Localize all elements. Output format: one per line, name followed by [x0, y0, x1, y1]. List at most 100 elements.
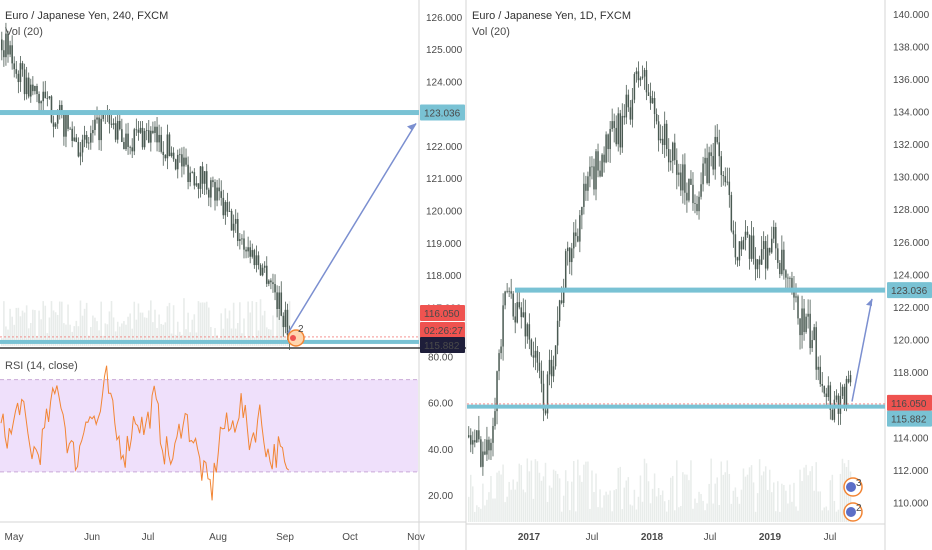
right-price-candle: [597, 151, 599, 171]
left-price-candle: [19, 63, 22, 83]
right-volume-bar: [484, 505, 486, 522]
right-volume-bar: [587, 461, 589, 522]
left-volume-bar: [276, 307, 278, 346]
right-volume-bar: [773, 482, 775, 522]
right-volume-bar: [835, 511, 838, 522]
left-price-candle: [9, 45, 11, 55]
right-volume-bar: [522, 489, 525, 522]
right-volume-bar: [548, 485, 551, 522]
left-price-candle: [239, 239, 241, 241]
left-volume-bar: [131, 328, 134, 346]
right-volume-bar: [599, 489, 601, 522]
right-volume-bar: [488, 492, 490, 522]
left-volume-bar: [52, 310, 55, 346]
right-price-candle: [724, 176, 727, 183]
right-price-candle: [538, 362, 541, 371]
right-volume-bar: [740, 489, 743, 522]
volume-layer: [1, 298, 852, 522]
right-price-candle: [821, 383, 823, 386]
left-price-tick-label: 126.000: [426, 13, 463, 24]
right-volume-bar: [512, 479, 514, 522]
right-volume-label: Vol (20): [472, 26, 510, 38]
left-price-candle: [32, 84, 34, 92]
right-price-candle: [486, 439, 488, 455]
right-volume-bar: [524, 492, 527, 522]
left-price-candle: [71, 128, 73, 141]
right-volume-bar: [625, 480, 628, 522]
right-volume-bar: [544, 462, 547, 522]
left-price-candle: [249, 247, 251, 257]
right-price-candle: [657, 121, 660, 141]
left-volume-bar: [48, 317, 51, 346]
right-price-candle: [585, 183, 587, 191]
left-volume-bar: [199, 302, 202, 346]
right-price-candle: [625, 94, 628, 118]
left-current-price-tag: 116.050: [424, 309, 460, 320]
right-volume-bar: [659, 495, 662, 522]
left-price-candle: [228, 210, 231, 212]
right-volume-bar: [718, 505, 720, 522]
left-price-candle: [81, 139, 84, 153]
right-price-candle: [684, 164, 686, 193]
right-price-candle: [552, 366, 555, 377]
right-volume-bar: [688, 480, 690, 522]
right-price-candle: [819, 366, 821, 384]
left-price-candle: [222, 197, 225, 216]
left-volume-bar: [162, 324, 165, 346]
left-price-candle: [205, 171, 208, 190]
right-volume-bar: [643, 458, 646, 522]
right-price-candle: [736, 257, 739, 261]
right-volume-bar: [667, 499, 670, 522]
right-price-candle: [639, 78, 642, 81]
right-volume-bar: [811, 466, 813, 522]
left-price-candle: [38, 94, 40, 104]
right-price-tick-label: 130.000: [893, 173, 930, 184]
left-price-candle: [195, 183, 198, 186]
right-volume-bar: [498, 470, 500, 522]
right-volume-bar: [611, 511, 613, 522]
right-price-candle: [712, 156, 714, 170]
left-volume-bar: [114, 331, 117, 346]
left-price-tick-label: 124.000: [426, 77, 463, 88]
right-time-tick-label: Jul: [704, 532, 717, 543]
left-price-candle: [183, 157, 185, 167]
right-price-candle: [698, 196, 700, 212]
left-price-tick-label: 121.000: [426, 174, 463, 185]
left-volume-bar: [208, 307, 210, 346]
right-price-candle: [722, 175, 725, 177]
left-price-tick-label: 122.000: [426, 142, 463, 153]
right-volume-bar: [789, 484, 791, 522]
left-price-candle: [42, 91, 44, 102]
right-price-candle: [793, 289, 795, 298]
left-volume-bar: [21, 310, 24, 346]
right-volume-bar: [500, 474, 502, 522]
right-price-candle: [799, 318, 801, 336]
right-price-candle: [591, 166, 593, 168]
right-price-candle: [740, 241, 743, 250]
right-price-candle: [635, 71, 638, 75]
left-price-candle: [108, 114, 111, 124]
right-volume-bar: [635, 509, 638, 522]
left-volume-bar: [73, 326, 76, 346]
left-volume-bar: [54, 312, 57, 346]
right-current-price-tag: 116.050: [891, 399, 927, 410]
right-price-candle: [607, 134, 609, 150]
right-volume-bar: [631, 505, 634, 522]
left-price-candle: [129, 146, 131, 148]
left-volume-bar: [239, 302, 241, 346]
right-price-tick-label: 140.000: [893, 10, 930, 21]
right-volume-bar: [619, 466, 621, 522]
left-price-candle: [166, 134, 169, 159]
left-price-candle: [280, 292, 283, 316]
right-price-candle: [667, 149, 670, 163]
right-price-candle: [700, 184, 702, 197]
left-volume-bar: [197, 301, 200, 346]
right-price-candle: [674, 142, 676, 161]
left-volume-bar: [210, 326, 212, 346]
right-price-candle: [544, 410, 547, 414]
left-volume-bar: [168, 302, 171, 346]
left-price-candle: [203, 171, 206, 184]
right-price-tick-label: 120.000: [893, 336, 930, 347]
right-price-candle: [611, 121, 613, 129]
right-volume-bar: [724, 472, 727, 522]
